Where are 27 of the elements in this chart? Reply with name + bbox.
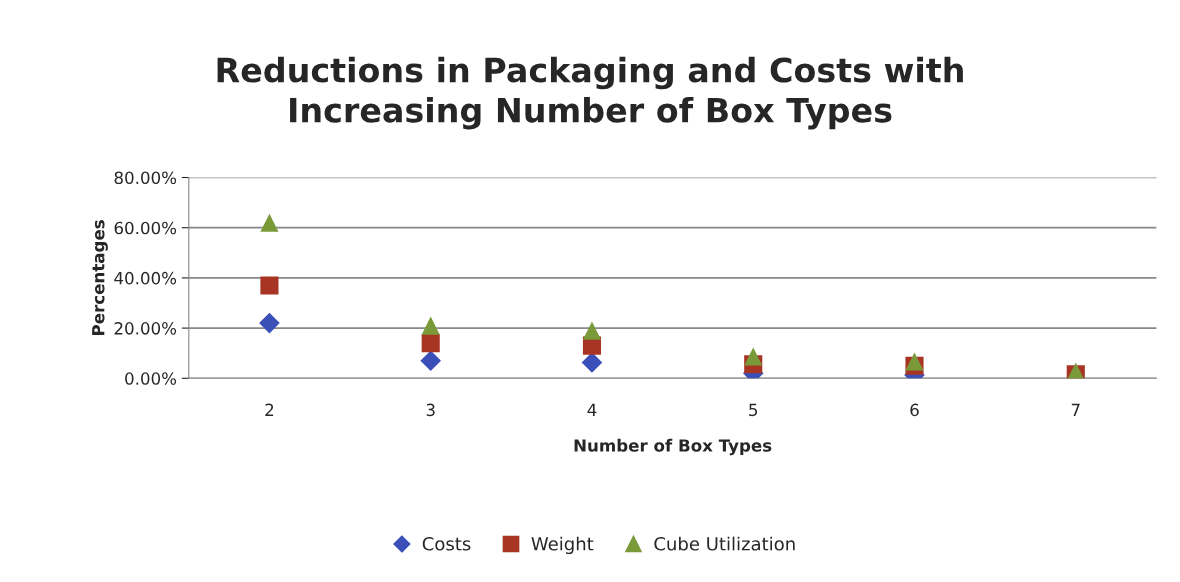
x-tick-label: 4 bbox=[587, 403, 597, 416]
x-axis-title: Number of Box Types bbox=[574, 438, 772, 456]
point bbox=[420, 350, 441, 372]
x-tick-label: 7 bbox=[1071, 403, 1080, 416]
y-tick-label: 40.00% bbox=[114, 271, 177, 285]
chart-title: Reductions in Packaging and Costs with Increasing Number of Box Types bbox=[217, 56, 963, 130]
point bbox=[260, 276, 279, 295]
y-tick-label: 80.00% bbox=[114, 171, 177, 185]
point bbox=[260, 213, 279, 232]
x-tick-label: 2 bbox=[265, 403, 274, 416]
legend-label: Cube Utilization bbox=[654, 536, 795, 551]
y-tick-label: 60.00% bbox=[114, 221, 177, 235]
legend-label: Weight bbox=[531, 536, 594, 555]
y-tick-label: 0.00% bbox=[125, 372, 177, 385]
x-tick-label: 3 bbox=[426, 403, 435, 417]
point bbox=[259, 312, 280, 334]
legend-label: Costs bbox=[422, 536, 471, 551]
point bbox=[421, 316, 440, 335]
x-tick-label: 6 bbox=[910, 403, 919, 417]
y-tick-label: 20.00% bbox=[114, 322, 177, 335]
y-axis-title: Percentages bbox=[92, 220, 108, 335]
point bbox=[905, 352, 924, 371]
point bbox=[581, 352, 603, 373]
point bbox=[744, 347, 763, 366]
x-tick-label: 5 bbox=[749, 403, 758, 417]
point bbox=[582, 321, 602, 340]
point bbox=[421, 334, 440, 353]
